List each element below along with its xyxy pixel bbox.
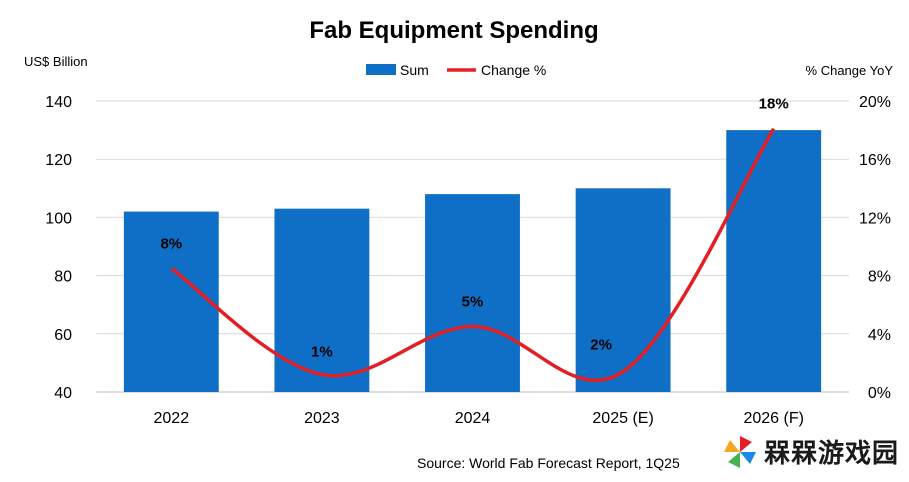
y-axis-ticks: 40 60 80 100 120 140: [45, 94, 72, 402]
y2-tick-label: 20%: [859, 94, 891, 111]
x-tick-label: 2026 (F): [743, 410, 803, 427]
data-labels: 8% 1% 5% 2% 18%: [160, 96, 788, 361]
y-tick-label: 100: [45, 210, 72, 227]
y2-tick-label: 0%: [868, 385, 891, 402]
bar-2024: [425, 194, 520, 392]
x-tick-label: 2023: [304, 410, 340, 427]
bar-2026 (F): [726, 130, 822, 392]
data-label: 8%: [160, 235, 182, 252]
y2-tick-label: 16%: [859, 152, 891, 169]
line-series-change: [170, 127, 776, 382]
x-tick-label: 2025 (E): [592, 410, 653, 427]
x-tick-label: 2022: [154, 410, 190, 427]
y2-axis-ticks: 0% 4% 8% 12% 16% 20%: [859, 94, 891, 402]
y-tick-label: 40: [54, 385, 72, 402]
bar-2025 (E): [575, 188, 671, 392]
bar-series-sum: [123, 130, 822, 392]
data-label: 1%: [311, 344, 333, 361]
y-tick-label: 140: [45, 94, 72, 111]
data-label: 5%: [462, 294, 484, 311]
x-tick-label: 2024: [455, 410, 491, 427]
y2-tick-label: 8%: [868, 269, 891, 286]
source-note: Source: World Fab Forecast Report, 1Q25: [417, 455, 680, 471]
bar-2022: [123, 211, 219, 392]
pinwheel-logo-icon: [723, 435, 756, 468]
y-tick-label: 80: [54, 269, 72, 286]
chart-title: Fab Equipment Spending: [309, 17, 598, 44]
data-label: 2%: [590, 337, 612, 354]
y-tick-label: 60: [54, 327, 72, 344]
y2-axis-title: % Change YoY: [806, 63, 894, 78]
x-axis-labels: 2022 2023 2024 2025 (E) 2026 (F): [154, 410, 804, 427]
data-label: 18%: [759, 96, 789, 113]
y2-tick-label: 4%: [868, 327, 891, 344]
legend-swatch-sum: [366, 64, 396, 75]
watermark-text: 槑槑游戏园: [763, 439, 899, 469]
watermark: 槑槑游戏园: [722, 433, 899, 470]
bar-2023: [274, 208, 370, 392]
legend-label-sum: Sum: [400, 62, 429, 78]
y-axis-title: US$ Billion: [24, 54, 88, 69]
y-tick-label: 120: [45, 152, 72, 169]
y2-tick-label: 12%: [859, 210, 891, 227]
legend: Sum Change %: [366, 62, 546, 78]
legend-label-change: Change %: [481, 62, 546, 78]
